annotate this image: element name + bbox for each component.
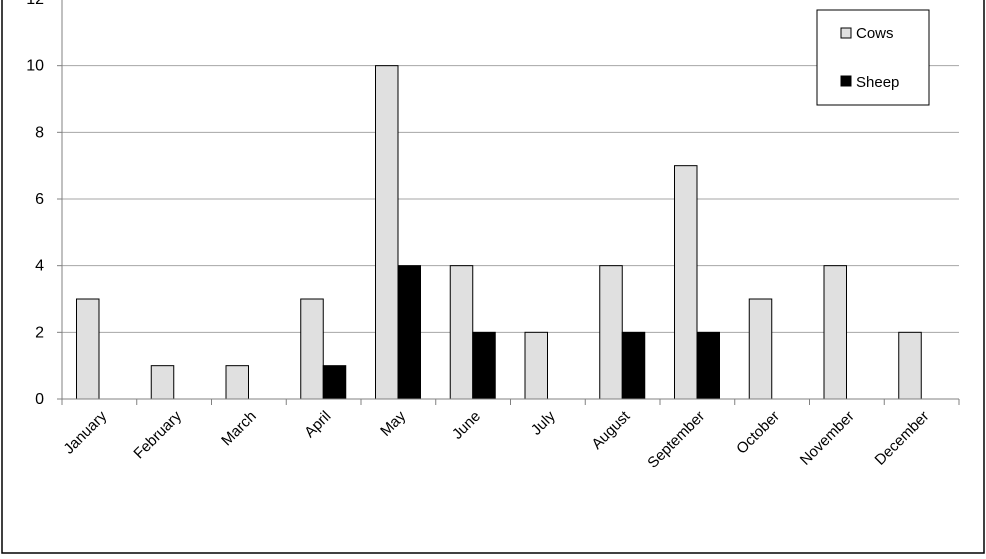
legend-swatch-sheep <box>840 75 852 87</box>
bars <box>76 65 922 400</box>
bar-cows-november <box>823 265 847 400</box>
y-tick-label: 2 <box>35 324 44 341</box>
bar-cows-august <box>599 265 623 400</box>
legend-label-cows: Cows <box>856 25 894 42</box>
y-tick-label: 0 <box>35 391 44 408</box>
y-tick-label: 12 <box>26 0 44 8</box>
bar-sheep-april <box>322 365 347 400</box>
bar-cows-december <box>898 331 922 400</box>
bar-cows-march <box>225 365 249 400</box>
y-tick-label: 8 <box>35 124 44 141</box>
y-tick-label: 4 <box>35 258 44 275</box>
legend-label-sheep: Sheep <box>856 74 899 91</box>
bar-cows-april <box>300 298 324 400</box>
bar-cows-july <box>524 331 548 400</box>
bar-cows-may <box>375 65 399 400</box>
y-tick-label: 10 <box>26 58 44 75</box>
bar-cows-february <box>150 365 175 400</box>
legend-swatch-cows <box>840 27 852 39</box>
bar-cows-october <box>748 298 773 400</box>
axes <box>57 0 960 405</box>
bar-sheep-september <box>696 331 720 400</box>
bar-sheep-may <box>397 265 421 400</box>
bar-sheep-june <box>472 331 496 400</box>
bar-cows-june <box>449 265 474 400</box>
legend-box <box>816 9 930 106</box>
bar-sheep-august <box>621 331 646 400</box>
bar-cows-january <box>76 298 100 400</box>
bar-cows-september <box>674 165 698 400</box>
gridlines <box>62 65 959 333</box>
legend: Cows Sheep <box>816 9 930 106</box>
y-tick-label: 6 <box>35 191 44 208</box>
